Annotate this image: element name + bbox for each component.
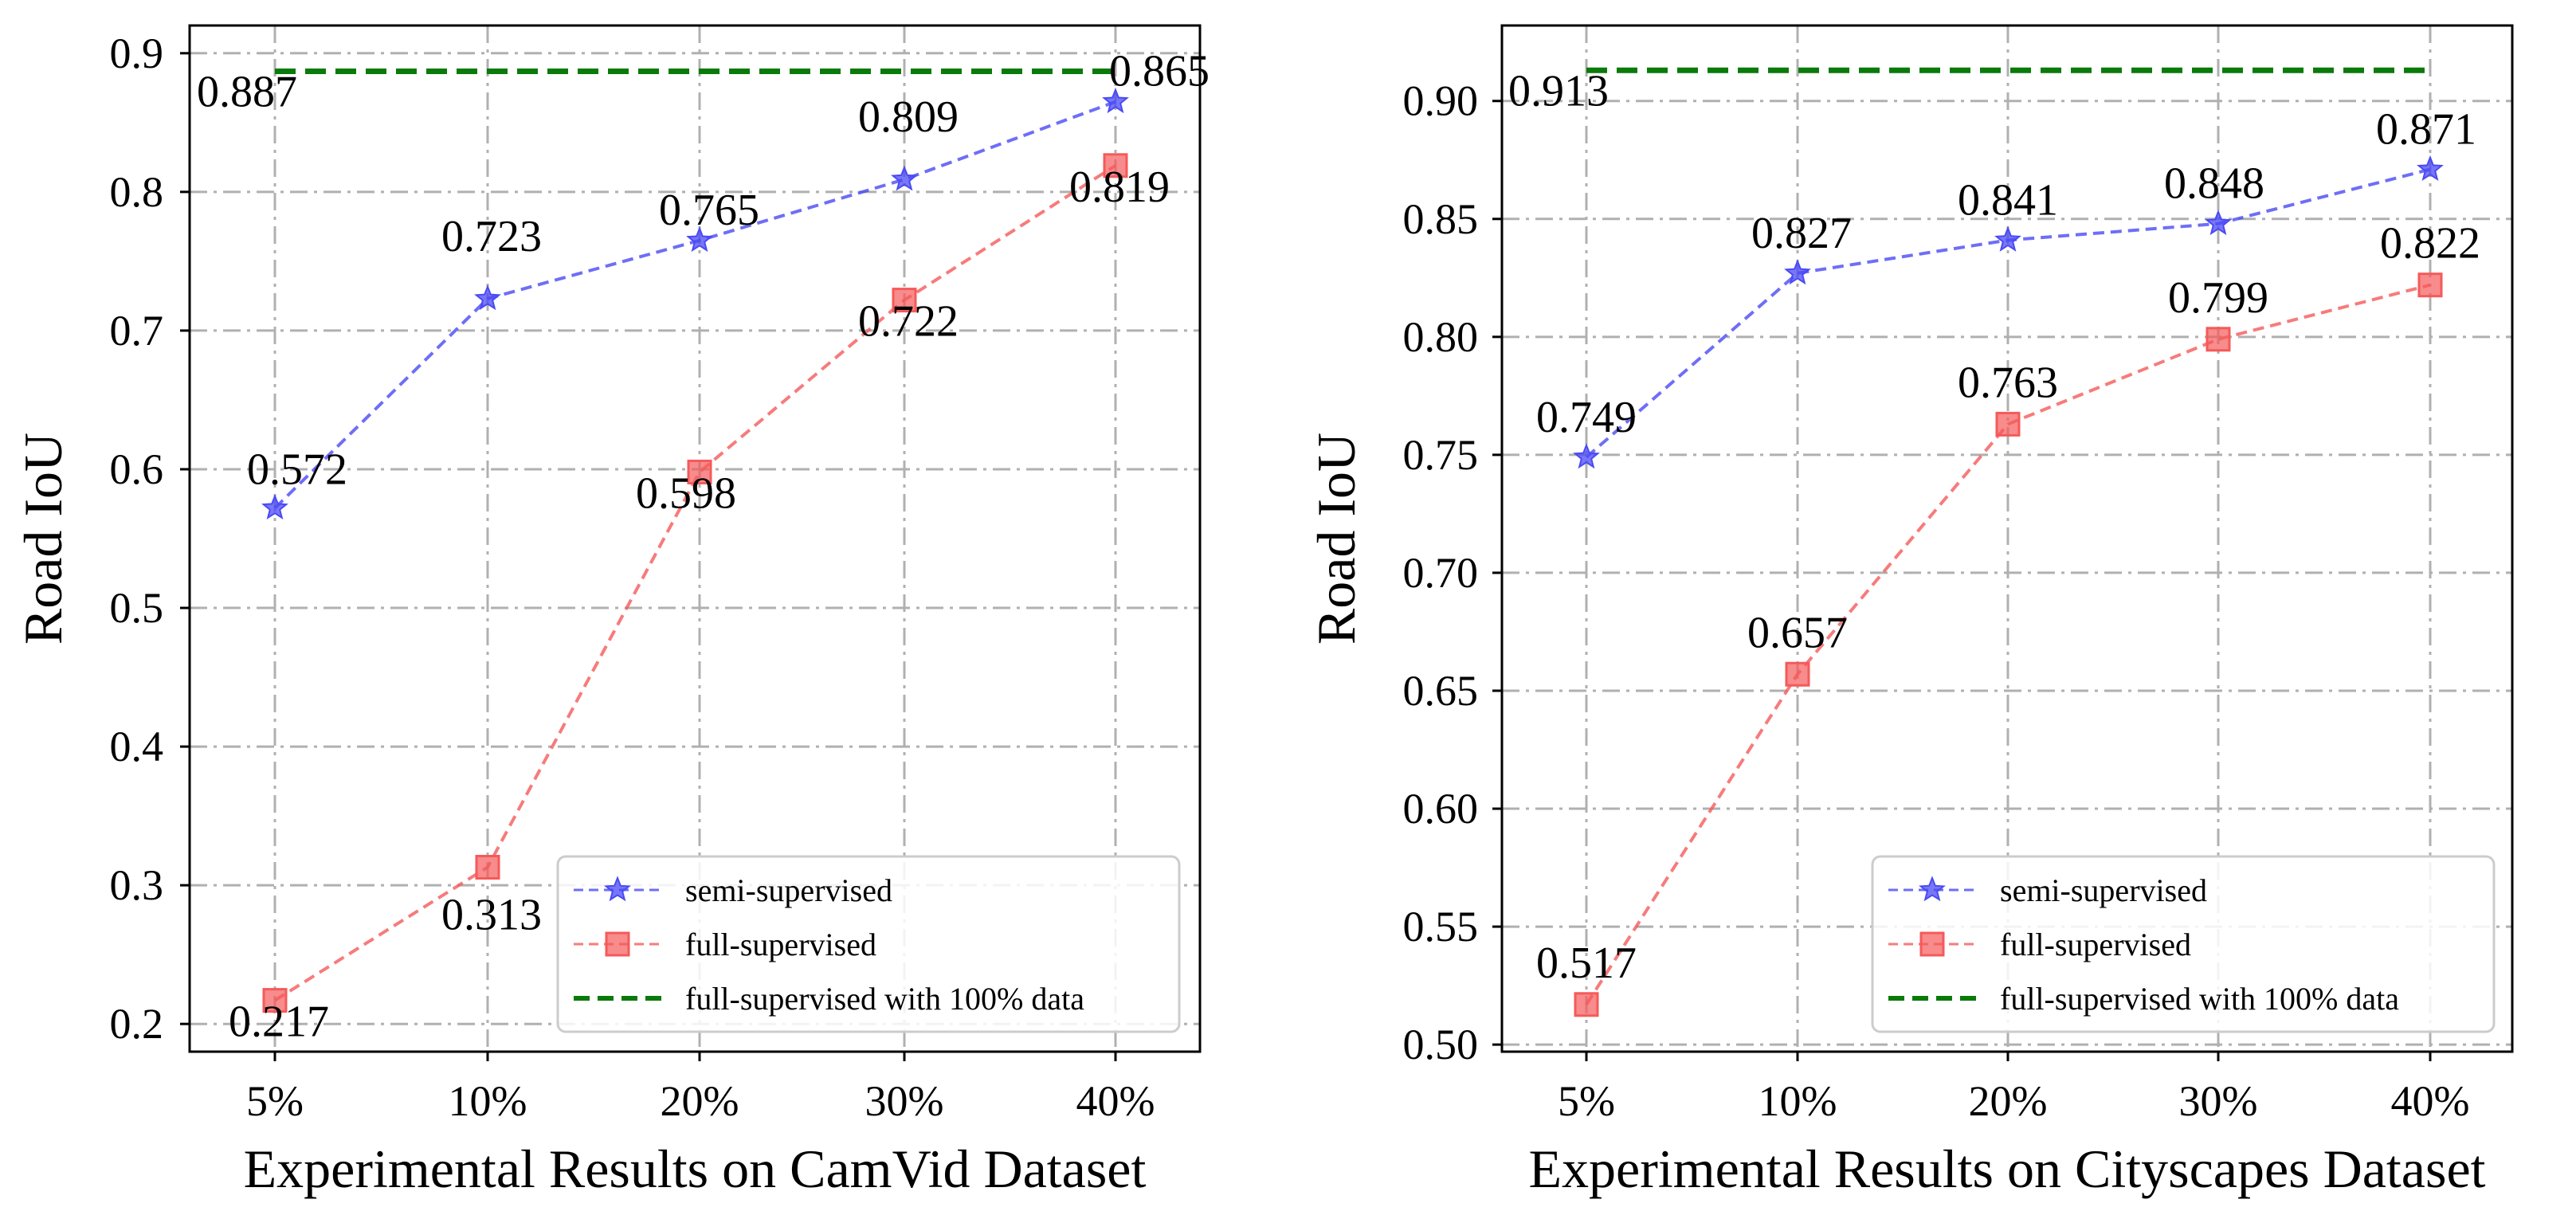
data-label-full-supervised: 0.799	[2168, 273, 2268, 323]
x-tick-label: 5%	[1558, 1077, 1615, 1125]
point-full-supervised	[1574, 992, 1599, 1017]
point-full-supervised	[1103, 153, 1128, 178]
data-label-full-supervised: 0.313	[441, 891, 542, 940]
point-semi-supervised	[1994, 225, 2021, 252]
y-tick-label: 0.5	[110, 584, 164, 632]
legend-label-semi-supervised: semi-supervised	[2000, 872, 2207, 908]
point-full-supervised	[262, 988, 288, 1013]
data-label-full-supervised: 0.517	[1536, 939, 1637, 988]
data-label-semi-supervised: 0.765	[659, 186, 759, 235]
x-tick-label: 20%	[1969, 1077, 2048, 1125]
data-label-semi-supervised: 0.723	[441, 212, 542, 261]
y-tick-label: 0.4	[110, 723, 164, 770]
legend: semi-supervised full-supervised full-super…	[1871, 855, 2496, 1033]
plot-frame	[188, 24, 1202, 1053]
legend-label-full-supervised: full-supervised	[685, 927, 876, 962]
data-label-semi-supervised: 0.871	[2376, 105, 2476, 155]
data-label-semi-supervised: 0.841	[1958, 175, 2058, 225]
point-semi-supervised	[2417, 155, 2444, 182]
y-tick-label: 0.2	[110, 1000, 164, 1048]
y-tick-label: 0.65	[1403, 667, 1479, 715]
legend-marker-semi-supervised	[604, 876, 631, 902]
point-full-supervised	[2205, 327, 2231, 352]
legend-marker-semi-supervised	[1919, 876, 1946, 902]
point-semi-supervised	[2205, 209, 2232, 236]
x-tick-label: 30%	[865, 1077, 944, 1125]
x-tick-label: 40%	[1076, 1077, 1155, 1125]
legend-marker-full-supervised	[605, 931, 630, 957]
point-semi-supervised	[891, 165, 918, 191]
point-semi-supervised	[261, 493, 288, 520]
data-label-full-supervised: 0.657	[1747, 608, 1848, 657]
point-full-supervised	[892, 288, 917, 313]
y-tick-label: 0.50	[1403, 1021, 1479, 1068]
point-semi-supervised	[474, 284, 501, 311]
x-tick-label: 40%	[2391, 1077, 2470, 1125]
y-axis-title: Road IoU	[13, 433, 73, 645]
legend-label-baseline: full-supervised with 100% data	[685, 981, 1084, 1017]
legend-box	[556, 855, 1181, 1033]
series-line-semi-supervised	[273, 100, 1116, 510]
y-tick-label: 0.55	[1403, 903, 1479, 950]
data-label-semi-supervised: 0.809	[858, 92, 959, 142]
data-label-full-supervised: 0.763	[1958, 358, 2058, 407]
baseline-label: 0.913	[1508, 66, 1609, 116]
data-label-full-supervised: 0.822	[2380, 219, 2480, 268]
y-tick-label: 0.8	[110, 168, 164, 216]
chart-panel-1: 0.2 0.3 0.4 0.5 0.6 0.7 0.8 0.9 5% 10% 20% 30% 40% Ex…	[13, 24, 1210, 1199]
baseline-label: 0.887	[197, 67, 297, 116]
x-axis-title: Experimental Results on Cityscapes Datas…	[1528, 1139, 2485, 1199]
y-tick-label: 0.70	[1403, 549, 1479, 597]
data-label-full-supervised: 0.217	[229, 997, 329, 1047]
data-label-semi-supervised: 0.827	[1751, 209, 1852, 258]
point-full-supervised	[1785, 661, 1810, 687]
y-tick-label: 0.80	[1403, 313, 1479, 361]
data-label-semi-supervised: 0.749	[1536, 393, 1637, 442]
legend-label-full-supervised: full-supervised	[2000, 927, 2191, 962]
y-tick-label: 0.6	[110, 445, 164, 493]
point-full-supervised	[687, 459, 712, 484]
legend-box	[1871, 855, 2496, 1033]
data-label-semi-supervised: 0.865	[1109, 47, 1210, 96]
y-tick-label: 0.7	[110, 307, 164, 355]
x-tick-label: 5%	[246, 1077, 304, 1125]
legend-label-baseline: full-supervised with 100% data	[2000, 981, 2399, 1017]
x-tick-label: 10%	[449, 1077, 527, 1125]
data-label-full-supervised: 0.722	[858, 297, 959, 347]
y-tick-label: 0.3	[110, 861, 164, 909]
plot-frame	[1500, 24, 2514, 1053]
y-tick-label: 0.60	[1403, 785, 1479, 833]
y-tick-label: 0.90	[1403, 77, 1479, 125]
y-tick-label: 0.9	[110, 29, 164, 77]
legend-label-semi-supervised: semi-supervised	[685, 872, 892, 908]
y-tick-label: 0.85	[1403, 195, 1479, 243]
data-label-semi-supervised: 0.572	[247, 445, 347, 495]
legend: semi-supervised full-supervised full-super…	[556, 855, 1181, 1033]
data-label-semi-supervised: 0.848	[2164, 159, 2264, 209]
point-semi-supervised	[1102, 87, 1129, 114]
point-full-supervised	[1995, 411, 2021, 437]
x-tick-label: 10%	[1759, 1077, 1837, 1125]
x-axis-title: Experimental Results on CamVid Dataset	[244, 1139, 1147, 1199]
legend-marker-full-supervised	[1919, 931, 1945, 957]
point-full-supervised	[2417, 272, 2443, 298]
y-axis-title: Road IoU	[1306, 433, 1366, 645]
point-semi-supervised	[686, 226, 713, 253]
series-line-full-supervised	[273, 164, 1117, 1002]
data-label-full-supervised: 0.819	[1069, 163, 1170, 212]
x-tick-label: 30%	[2179, 1077, 2258, 1125]
point-semi-supervised	[1784, 259, 1811, 285]
point-semi-supervised	[1573, 443, 1600, 469]
chart-panel-2: 0.50 0.55 0.60 0.65 0.70 0.75 0.80 0.85 0.90 5% 10…	[1306, 24, 2514, 1199]
x-tick-label: 20%	[661, 1077, 739, 1125]
data-label-full-supervised: 0.598	[636, 468, 736, 518]
point-full-supervised	[475, 855, 500, 880]
y-tick-label: 0.75	[1403, 431, 1479, 479]
